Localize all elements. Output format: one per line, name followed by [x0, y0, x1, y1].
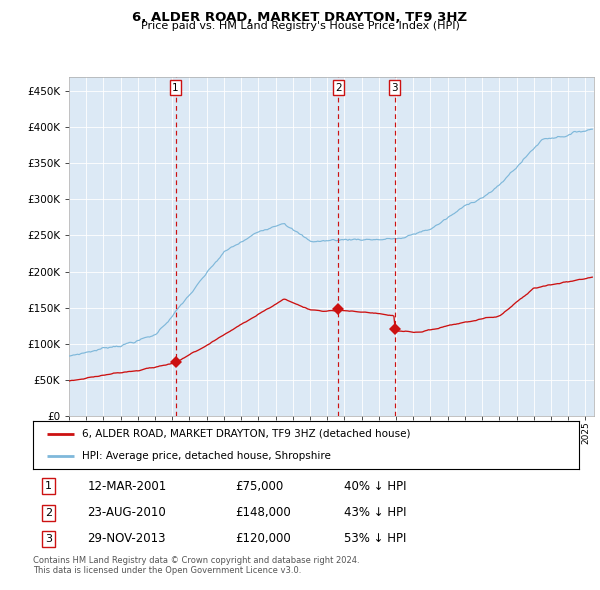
Text: 3: 3 — [391, 83, 398, 93]
Text: 29-NOV-2013: 29-NOV-2013 — [88, 532, 166, 545]
Text: 6, ALDER ROAD, MARKET DRAYTON, TF9 3HZ: 6, ALDER ROAD, MARKET DRAYTON, TF9 3HZ — [133, 11, 467, 24]
Text: 6, ALDER ROAD, MARKET DRAYTON, TF9 3HZ (detached house): 6, ALDER ROAD, MARKET DRAYTON, TF9 3HZ (… — [82, 429, 410, 439]
Text: 1: 1 — [45, 481, 52, 491]
Text: 40% ↓ HPI: 40% ↓ HPI — [344, 480, 407, 493]
Text: 1: 1 — [172, 83, 179, 93]
Text: 12-MAR-2001: 12-MAR-2001 — [88, 480, 167, 493]
Text: HPI: Average price, detached house, Shropshire: HPI: Average price, detached house, Shro… — [82, 451, 331, 461]
Text: 3: 3 — [45, 534, 52, 544]
Text: £75,000: £75,000 — [235, 480, 283, 493]
Text: 43% ↓ HPI: 43% ↓ HPI — [344, 506, 407, 519]
Text: £148,000: £148,000 — [235, 506, 291, 519]
Text: Price paid vs. HM Land Registry's House Price Index (HPI): Price paid vs. HM Land Registry's House … — [140, 21, 460, 31]
Text: 2: 2 — [45, 507, 52, 517]
Text: 53% ↓ HPI: 53% ↓ HPI — [344, 532, 407, 545]
Text: 23-AUG-2010: 23-AUG-2010 — [88, 506, 166, 519]
Text: 2: 2 — [335, 83, 341, 93]
Text: This data is licensed under the Open Government Licence v3.0.: This data is licensed under the Open Gov… — [33, 566, 301, 575]
Text: £120,000: £120,000 — [235, 532, 291, 545]
Text: Contains HM Land Registry data © Crown copyright and database right 2024.: Contains HM Land Registry data © Crown c… — [33, 556, 359, 565]
